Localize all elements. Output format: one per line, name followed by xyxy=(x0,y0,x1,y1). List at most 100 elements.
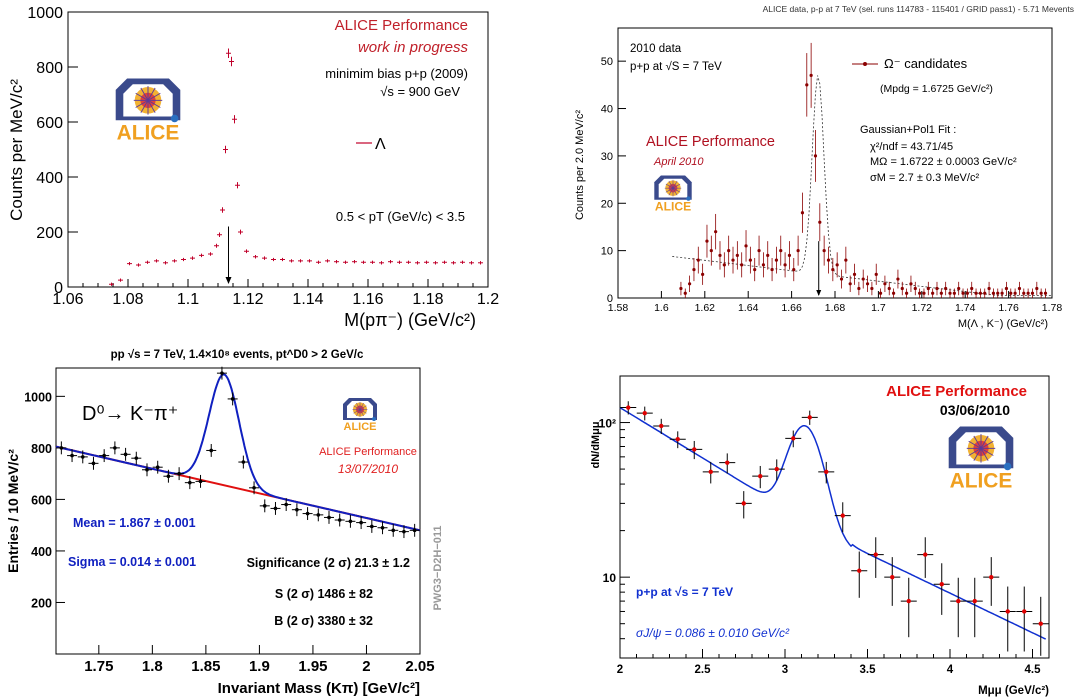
total-fit-curve xyxy=(55,373,421,532)
y-tick-label: 40 xyxy=(601,104,613,116)
y-tick-label: 400 xyxy=(31,545,52,559)
data-marker xyxy=(906,598,911,604)
logo-ray xyxy=(968,447,982,456)
alice-logo: ALICE xyxy=(343,398,377,433)
logo-ray xyxy=(353,409,361,414)
data-marker xyxy=(91,461,96,466)
data-marker xyxy=(252,486,256,490)
x-axis-label: Invariant Mass (Kπ) [GeV/c²] xyxy=(218,680,420,697)
data-marker xyxy=(1005,609,1010,614)
data-point xyxy=(809,73,813,77)
logo-ray xyxy=(359,409,367,414)
x-tick-label: 2.05 xyxy=(405,658,434,675)
logo-ray xyxy=(353,405,361,410)
y-tick-label: 1000 xyxy=(24,390,52,404)
data-point xyxy=(718,253,722,257)
logo-ray xyxy=(147,92,161,101)
y-axis-label: Counts per MeV/c² xyxy=(7,79,26,221)
data-point xyxy=(835,263,839,267)
data-marker xyxy=(198,479,203,484)
data-marker xyxy=(273,506,278,511)
data-point xyxy=(965,291,969,295)
x-tick-label: 1.9 xyxy=(249,658,270,675)
y-tick-label: 0 xyxy=(54,280,63,297)
data-point xyxy=(748,258,752,262)
data-point xyxy=(861,277,865,281)
logo-ray xyxy=(980,448,989,461)
y-tick-label: 10 xyxy=(603,571,617,585)
x-tick-label: 1.62 xyxy=(695,302,716,314)
x-tick-label: 1.66 xyxy=(781,302,802,314)
logo-wordmark: ALICE xyxy=(344,421,377,433)
logo-ray xyxy=(665,187,674,193)
chart-title: pp √s = 7 TeV, 1.4×10⁸ events, pt^D0 > 2… xyxy=(111,348,364,361)
x-tick-label: 1.74 xyxy=(955,302,976,314)
data-point xyxy=(952,291,956,295)
performance-label: ALICE Performance xyxy=(886,383,1027,400)
data-marker xyxy=(923,552,928,557)
data-marker xyxy=(59,446,64,450)
x-tick-label: 4.5 xyxy=(1025,664,1042,676)
panel4-frame xyxy=(619,375,1050,659)
data-point xyxy=(779,249,783,253)
data-point xyxy=(983,291,987,295)
data-point xyxy=(852,272,857,276)
data-marker xyxy=(972,598,977,604)
data-marker xyxy=(70,453,74,458)
data-marker xyxy=(380,525,385,530)
logo-ray xyxy=(147,87,156,101)
data-point xyxy=(839,277,844,281)
logo-ray xyxy=(356,409,361,417)
x-tick-label: 1.58 xyxy=(608,302,629,314)
logo-ray xyxy=(668,180,674,189)
legend-label: Λ xyxy=(375,136,386,153)
data-point xyxy=(909,282,913,286)
data-marker xyxy=(284,502,288,507)
logo-ray xyxy=(973,448,982,461)
sigma-label: σM = 2.7 ± 0.3 MeV/c² xyxy=(870,172,979,184)
data-marker xyxy=(123,452,128,457)
logo-ray xyxy=(672,183,681,189)
y-axis-label: dN/dMμμ xyxy=(590,421,602,468)
data-point xyxy=(753,267,757,272)
report-id-label: PWG3−D2H−011 xyxy=(432,526,444,611)
x-tick-label: 1.64 xyxy=(738,302,759,314)
data-point xyxy=(1004,286,1009,291)
data-marker xyxy=(337,518,342,522)
data-point xyxy=(957,286,961,291)
logo-ray xyxy=(135,99,149,108)
data-point xyxy=(679,286,683,291)
data-point xyxy=(709,249,713,253)
data-marker xyxy=(391,528,396,533)
y-tick-label: 30 xyxy=(601,151,613,163)
logo-ray xyxy=(968,440,982,449)
data-marker xyxy=(791,436,796,441)
data-marker xyxy=(177,471,181,476)
x-tick-label: 3 xyxy=(782,664,788,676)
x-tick-label: 1.75 xyxy=(84,658,113,675)
legend-label: Ω⁻ candidates xyxy=(884,56,968,71)
data-marker xyxy=(840,513,845,518)
y-tick-label: 800 xyxy=(36,60,63,77)
x-tick-label: 1.18 xyxy=(412,291,443,308)
y-tick-label: 10 xyxy=(601,246,613,258)
data-marker xyxy=(675,437,680,442)
y-tick-label: 50 xyxy=(601,56,613,68)
logo-figure xyxy=(686,196,691,201)
x-tick-label: 1.06 xyxy=(52,291,83,308)
data-point xyxy=(731,258,735,262)
data-point xyxy=(883,282,887,286)
logo-ray xyxy=(140,100,149,113)
data-point xyxy=(926,286,930,291)
logo-ray xyxy=(665,183,674,189)
data-marker xyxy=(741,501,746,506)
data-point xyxy=(792,267,796,272)
data-point xyxy=(818,220,822,224)
significance-label: Significance (2 σ) 21.3 ± 1.2 xyxy=(247,556,410,570)
data-point xyxy=(991,291,996,295)
logo-figure xyxy=(372,417,376,421)
data-point xyxy=(1022,291,1026,295)
logo-ray xyxy=(356,402,361,410)
logo-ray xyxy=(140,87,149,101)
data-point xyxy=(922,291,926,295)
